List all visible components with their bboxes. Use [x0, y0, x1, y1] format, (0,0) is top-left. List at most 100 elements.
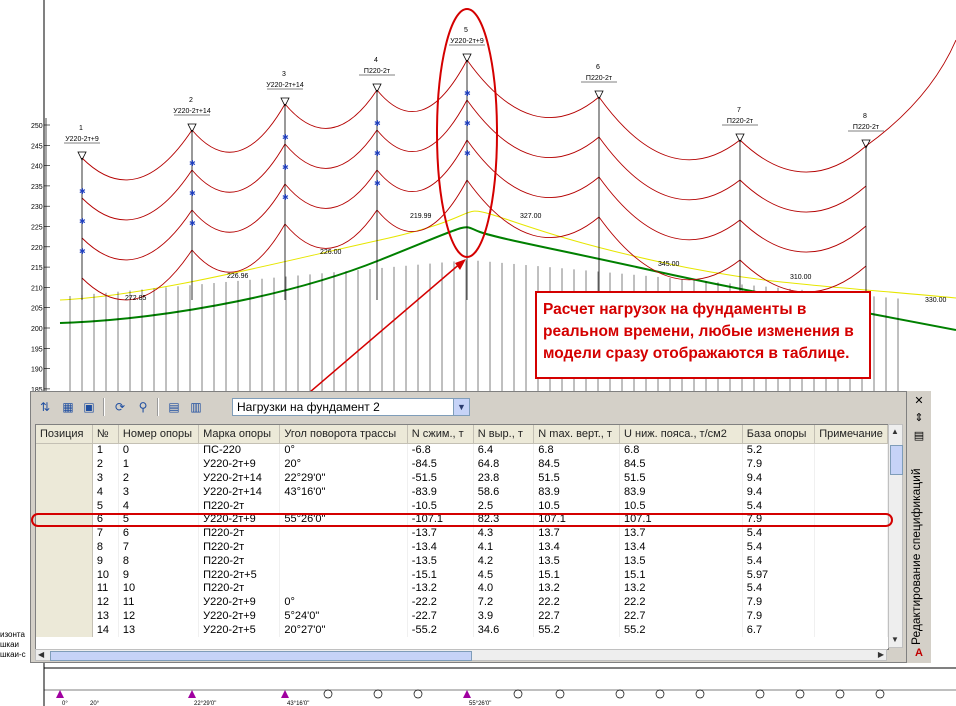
table-cell[interactable]	[814, 443, 888, 458]
column-header[interactable]: База опоры	[742, 425, 816, 444]
table-row[interactable]: 2 1 У220-2т+9 20° -84.5 64.8 84.5 84.5 7.9	[36, 457, 888, 472]
table-cell[interactable]: -22.2	[407, 595, 474, 610]
table-cell[interactable]	[814, 485, 888, 500]
table-cell[interactable]: 7.9	[742, 457, 816, 472]
table-cell[interactable]: -10.5	[407, 499, 474, 513]
table-cell[interactable]: 6	[118, 526, 200, 541]
table-cell[interactable]: 23.8	[473, 471, 535, 486]
table-cell[interactable]: 15.1	[619, 568, 743, 582]
table-cell[interactable]: 13.2	[533, 581, 621, 596]
table-cell[interactable]	[279, 526, 408, 541]
table-cell[interactable]: 13	[92, 609, 119, 624]
table-cell[interactable]	[814, 499, 888, 513]
table-cell[interactable]: 4	[92, 485, 119, 500]
table-cell[interactable]: -6.8	[407, 443, 474, 458]
table-cell[interactable]: 51.5	[533, 471, 621, 486]
table-cell[interactable]	[814, 526, 888, 541]
table-cell[interactable]: -13.7	[407, 526, 474, 541]
table-cell[interactable]: 8	[92, 540, 119, 555]
table-cell[interactable]: 13.7	[619, 526, 743, 541]
table-cell[interactable]	[279, 581, 408, 596]
horizontal-scrollbar[interactable]: ◀ ▶	[35, 649, 887, 661]
close-icon[interactable]: ✕	[914, 395, 924, 407]
table-cell[interactable]	[36, 471, 93, 486]
table-cell[interactable]	[36, 581, 93, 596]
table-cell[interactable]: 83.9	[619, 485, 743, 500]
table-cell[interactable]: 2.5	[473, 499, 535, 513]
table-cell[interactable]: 7	[92, 526, 119, 541]
table-cell[interactable]: -22.7	[407, 609, 474, 624]
table-cell[interactable]: П220-2т	[198, 526, 281, 541]
table-cell[interactable]	[814, 581, 888, 596]
table-cell[interactable]: 20°	[279, 457, 408, 472]
table-cell[interactable]: 55°26'0"	[279, 512, 408, 527]
vertical-scroll-thumb[interactable]	[890, 445, 903, 475]
horizontal-scroll-thumb[interactable]	[50, 651, 472, 661]
column-header[interactable]: Позиция	[36, 425, 93, 444]
table-cell[interactable]: 13.5	[619, 554, 743, 569]
table-cell[interactable]: 13.4	[619, 540, 743, 555]
table-cell[interactable]: 43°16'0"	[279, 485, 408, 500]
table-cell[interactable]: 9	[92, 554, 119, 569]
table-cell[interactable]	[36, 512, 93, 527]
table-cell[interactable]: 13	[118, 623, 200, 638]
table-cell[interactable]: У220-2т+9	[198, 457, 281, 472]
scroll-up-icon[interactable]: ▲	[891, 427, 899, 436]
table-cell[interactable]: -107.1	[407, 512, 474, 527]
table-cell[interactable]: 10.5	[533, 499, 621, 513]
table-row[interactable]: 12 11 У220-2т+9 0° -22.2 7.2 22.2 22.2 7.9	[36, 595, 888, 610]
column-header[interactable]: N сжим., т	[407, 425, 474, 444]
column-header[interactable]: N max. верт., т	[533, 425, 621, 444]
table-cell[interactable]: 82.3	[473, 512, 535, 527]
table-cell[interactable]: 3.9	[473, 609, 535, 624]
table-cell[interactable]: 84.5	[619, 457, 743, 472]
column-header[interactable]: U ниж. пояса., т/см2	[619, 425, 743, 444]
table-cell[interactable]: У220-2т+14	[198, 471, 281, 486]
table-row[interactable]: 10 9 П220-2т+5 -15.1 4.5 15.1 15.1 5.97	[36, 568, 888, 582]
table-cell[interactable]: 6.4	[473, 443, 535, 458]
table-cell[interactable]: 9	[118, 568, 200, 582]
table-cell[interactable]: 4.3	[473, 526, 535, 541]
table-cell[interactable]: 55.2	[533, 623, 621, 638]
table-cell[interactable]: 13.4	[533, 540, 621, 555]
table-cell[interactable]: 12	[118, 609, 200, 624]
table-cell[interactable]	[279, 499, 408, 513]
save-icon[interactable]: ▣	[83, 400, 95, 414]
table-cell[interactable]	[814, 609, 888, 624]
table-cell[interactable]: 4.1	[473, 540, 535, 555]
table-row[interactable]: 14 13 У220-2т+5 20°27'0" -55.2 34.6 55.2 55.2 6.…	[36, 623, 888, 638]
table-settings-icon[interactable]: ▥	[190, 400, 202, 414]
table-cell[interactable]: 4.5	[473, 568, 535, 582]
table-refresh-icon[interactable]: ▦	[62, 400, 74, 414]
column-header[interactable]: Примечание	[814, 425, 888, 444]
table-cell[interactable]: 0°	[279, 595, 408, 610]
table-cell[interactable]: 15.1	[533, 568, 621, 582]
table-cell[interactable]: 7.2	[473, 595, 535, 610]
scroll-down-icon[interactable]: ▼	[891, 635, 899, 644]
table-cell[interactable]	[36, 499, 93, 513]
table-cell[interactable]: 5°24'0"	[279, 609, 408, 624]
table-cell[interactable]	[814, 471, 888, 486]
table-cell[interactable]: 2	[92, 457, 119, 472]
table-cell[interactable]: 5	[118, 512, 200, 527]
table-cell[interactable]: 7	[118, 540, 200, 555]
table-cell[interactable]	[36, 485, 93, 500]
table-cell[interactable]	[814, 595, 888, 610]
table-cell[interactable]: П220-2т	[198, 499, 281, 513]
table-cell[interactable]	[279, 554, 408, 569]
table-cell[interactable]	[36, 443, 93, 458]
table-row[interactable]: 1 0 ПС-220 0° -6.8 6.4 6.8 6.8 5.2	[36, 443, 888, 458]
scroll-right-icon[interactable]: ▶	[877, 650, 884, 659]
table-cell[interactable]: 8	[118, 554, 200, 569]
table-cell[interactable]: 9.4	[742, 485, 816, 500]
table-cell[interactable]: 51.5	[619, 471, 743, 486]
scroll-left-icon[interactable]: ◀	[38, 650, 45, 659]
table-cell[interactable]: 4	[118, 499, 200, 513]
table-cell[interactable]: 10.5	[619, 499, 743, 513]
table-cell[interactable]: 107.1	[533, 512, 621, 527]
table-cell[interactable]	[36, 609, 93, 624]
table-cell[interactable]: 0	[118, 443, 200, 458]
table-cell[interactable]	[814, 540, 888, 555]
table-cell[interactable]: 84.5	[533, 457, 621, 472]
table-cell[interactable]: 1	[92, 443, 119, 458]
